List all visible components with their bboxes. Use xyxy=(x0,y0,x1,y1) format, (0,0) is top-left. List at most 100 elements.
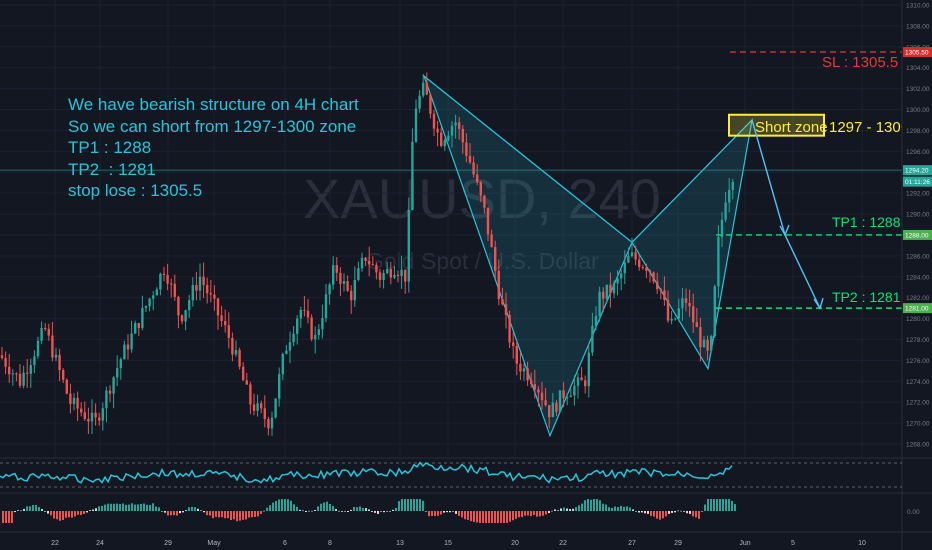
histogram-bar xyxy=(290,500,292,511)
candle-body xyxy=(440,132,443,147)
candle-body xyxy=(238,350,241,367)
arrow-head xyxy=(779,224,790,237)
histogram-bar xyxy=(521,511,523,518)
candle-body xyxy=(371,264,374,266)
candle-body xyxy=(224,320,227,326)
candle-body xyxy=(634,252,637,260)
candle-body xyxy=(324,294,328,319)
histogram-bar xyxy=(338,510,340,512)
histogram-bar xyxy=(572,508,574,511)
candle-body xyxy=(357,268,360,281)
candle-body xyxy=(0,355,4,358)
arrow-line xyxy=(751,119,786,236)
candle-body xyxy=(47,328,50,336)
time-tick-label: 27 xyxy=(628,540,636,547)
histogram-bar xyxy=(125,504,127,511)
candle-body xyxy=(252,404,256,411)
histogram-bar xyxy=(107,503,109,511)
histogram-bar xyxy=(260,511,262,515)
histogram-bar xyxy=(392,509,394,511)
histogram-bar xyxy=(530,511,532,517)
histogram-bar xyxy=(593,499,595,511)
time-tick-label: 13 xyxy=(396,540,404,547)
histogram-bar xyxy=(488,511,490,523)
price-badge xyxy=(903,303,932,314)
candle-body xyxy=(396,275,400,277)
histogram-bar xyxy=(401,499,403,511)
candle-body xyxy=(616,278,619,284)
candle-body xyxy=(468,155,472,163)
histogram-bar xyxy=(101,505,103,511)
candle-body xyxy=(537,389,540,393)
candle-body xyxy=(292,333,295,343)
candle-body xyxy=(44,328,47,330)
histogram-bar xyxy=(512,511,514,521)
time-tick-label: May xyxy=(207,540,221,547)
histogram-bar xyxy=(233,511,235,520)
histogram-bar xyxy=(5,511,7,523)
histogram-bar xyxy=(212,511,214,519)
histogram-bar xyxy=(116,503,118,511)
candle-body xyxy=(141,308,144,329)
histogram-bar xyxy=(425,511,427,512)
arrow-line xyxy=(784,234,821,309)
histogram-bar xyxy=(8,511,10,523)
price-tick-label: 1278.00 xyxy=(906,337,930,344)
candle-body xyxy=(328,284,331,295)
histogram-bar xyxy=(434,511,436,516)
candle-body xyxy=(58,354,61,371)
candle-body xyxy=(504,304,508,315)
candle-body xyxy=(677,308,680,319)
price-tick-label: 1276.00 xyxy=(906,358,930,365)
histogram-bar xyxy=(239,511,241,521)
histogram-bar xyxy=(143,503,145,511)
histogram-bar xyxy=(32,505,34,511)
histogram-bar xyxy=(626,506,628,511)
candle-body xyxy=(332,265,335,285)
candle-body xyxy=(605,284,608,299)
candle-body xyxy=(710,336,713,351)
short-zone-range-label: 1297 - 1300 xyxy=(829,119,909,136)
histogram-bar xyxy=(161,511,163,512)
histogram-bar xyxy=(356,507,358,511)
histogram-bar xyxy=(368,509,370,511)
histogram-bar xyxy=(440,511,442,515)
candle-body xyxy=(350,290,353,301)
price-badge-label: 1294.20 xyxy=(905,168,929,175)
oscillator-line xyxy=(0,461,733,484)
histogram-bar xyxy=(710,499,712,511)
candle-body xyxy=(494,247,497,271)
candle-body xyxy=(274,398,277,418)
price-tick-label: 1302.00 xyxy=(906,86,930,93)
histogram-bar xyxy=(536,511,538,517)
histogram-bar xyxy=(506,511,508,523)
note-line: So we can short from 1297-1300 zone xyxy=(68,116,357,136)
candle-body xyxy=(652,272,655,282)
price-tick-label: 1308.00 xyxy=(906,23,930,30)
histogram-bar xyxy=(449,511,451,513)
candle-body xyxy=(270,417,274,429)
candle-body xyxy=(26,372,29,374)
candle-body xyxy=(15,373,18,375)
histogram-bar xyxy=(629,507,631,511)
histogram-bar xyxy=(362,507,364,511)
histogram-bar xyxy=(632,509,634,511)
price-badge-label: 1288.00 xyxy=(905,232,929,239)
histogram-bar xyxy=(728,499,730,511)
candle-body xyxy=(458,122,461,129)
histogram-bar xyxy=(224,511,226,519)
histogram-bar xyxy=(419,499,421,511)
histogram-bar xyxy=(371,511,373,512)
candle-body xyxy=(422,82,425,96)
histogram-bar xyxy=(539,511,541,517)
candle-body xyxy=(414,108,418,142)
histogram-bar xyxy=(56,511,58,520)
histogram-bar xyxy=(431,511,433,516)
histogram-panel: 0.00 xyxy=(0,492,932,523)
histogram-bar xyxy=(662,511,664,519)
short-zone-label: Short zone xyxy=(755,119,828,136)
candle-body xyxy=(472,162,475,175)
histogram-bar xyxy=(527,511,529,516)
candle-body xyxy=(602,291,605,299)
